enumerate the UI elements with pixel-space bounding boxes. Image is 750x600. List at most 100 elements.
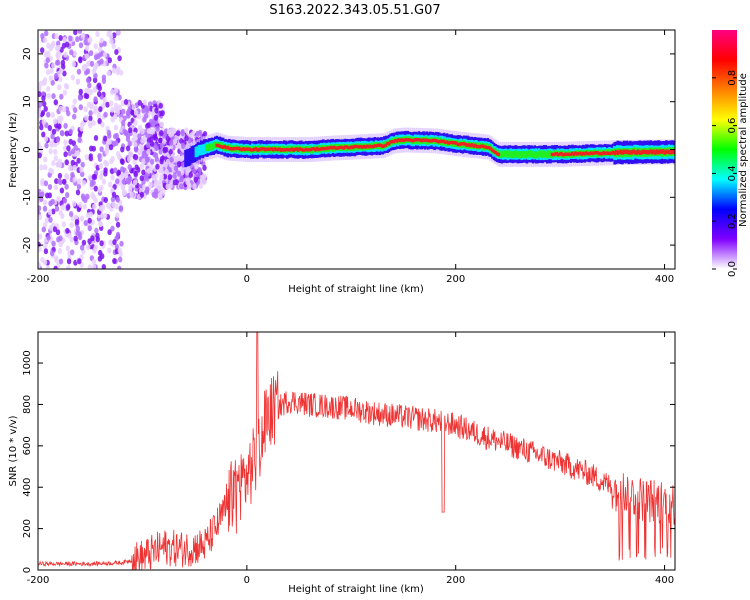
heatmap-noise-cell (168, 161, 174, 168)
heatmap-ridge-cell (188, 148, 192, 166)
snr-ylabel: SNR (10 * v/v) (8, 415, 19, 486)
heatmap-noise-cell (122, 189, 127, 196)
heatmap-noise-cell (131, 104, 136, 111)
heatmap-noise-cell (97, 85, 103, 92)
heatmap-noise-cell (47, 125, 52, 131)
heatmap-noise-cell (38, 145, 44, 152)
heatmap-noise-cell (109, 38, 114, 45)
heatmap-ridge-cell (604, 151, 607, 155)
spectrogram-ytick-label: 10 (22, 95, 33, 108)
heatmap-ridge-cell (580, 152, 584, 156)
heatmap-ridge-cell (248, 147, 251, 151)
heatmap-ridge-cell (350, 145, 353, 149)
heatmap-ridge-cell (555, 152, 558, 156)
heatmap-noise-cell (38, 152, 42, 159)
heatmap-noise-cell (149, 140, 155, 147)
heatmap-noise-cell (93, 185, 99, 192)
heatmap-ridge-cell (436, 139, 439, 144)
heatmap-noise-cell (46, 86, 51, 92)
heatmap-noise-cell (38, 101, 43, 108)
heatmap-noise-cell (85, 77, 91, 84)
heatmap-ridge-cell (383, 144, 386, 148)
heatmap-ridge-cell (534, 151, 537, 159)
heatmap-ridge-cell (605, 151, 609, 155)
heatmap-ridge-cell (523, 151, 526, 158)
heatmap-noise-cell (59, 187, 65, 194)
heatmap-noise-cell (50, 79, 55, 86)
heatmap-ridge-cell (211, 143, 214, 150)
heatmap-noise-cell (192, 183, 197, 190)
heatmap-noise-cell (77, 137, 82, 143)
heatmap-ridge-cell (427, 139, 430, 143)
heatmap-noise-cell (140, 137, 145, 144)
heatmap-noise-cell (42, 221, 48, 228)
heatmap-noise-cell (38, 214, 42, 221)
heatmap-ridge-cell (448, 141, 452, 145)
heatmap-ridge-cell (322, 147, 325, 151)
heatmap-ridge-cell (615, 149, 618, 155)
heatmap-noise-cell (86, 88, 91, 95)
heatmap-ridge-cell (251, 148, 255, 152)
heatmap-ridge-cell (334, 146, 338, 150)
heatmap-ridge-cell (640, 150, 643, 155)
heatmap-noise-cell (56, 50, 61, 57)
heatmap-noise-cell (64, 130, 70, 137)
heatmap-noise-cell (44, 217, 50, 224)
heatmap-ridge-cell (430, 139, 433, 143)
heatmap-ridge-cell (557, 152, 560, 157)
heatmap-noise-cell (42, 100, 47, 107)
heatmap-ridge-cell (489, 147, 493, 151)
heatmap-ridge-cell (431, 138, 435, 142)
heatmap-ridge-cell (527, 150, 531, 157)
colorbar-ticks: 0.0 0.2 0.4 0.6 0.8 (712, 70, 738, 277)
heatmap-noise-cell (62, 37, 67, 43)
heatmap-noise-cell (92, 77, 98, 84)
heatmap-noise-cell (100, 253, 105, 260)
heatmap-noise-cell (66, 258, 72, 265)
heatmap-ridge-cell (281, 148, 284, 152)
heatmap-ridge-cell (668, 150, 671, 155)
heatmap-noise-cell (112, 239, 117, 246)
heatmap-noise-cell (72, 164, 78, 171)
heatmap-ridge-cell (387, 142, 391, 146)
heatmap-ridge-cell (530, 150, 534, 158)
colorbar-tick-label: 0.8 (727, 70, 738, 86)
heatmap-ridge-cell (185, 149, 189, 167)
heatmap-noise-cell (53, 265, 58, 269)
heatmap-noise-cell (94, 62, 99, 69)
heatmap-noise-cell (121, 108, 126, 115)
heatmap-noise-cell (110, 174, 115, 181)
colorbar-tick-label: 0.6 (727, 118, 738, 134)
heatmap-noise-cell (98, 174, 104, 181)
heatmap-ridge-cell (254, 147, 258, 151)
heatmap-ridge-cell (323, 146, 327, 151)
heatmap-noise-cell (67, 150, 73, 157)
heatmap-ridge-cell (190, 146, 194, 164)
heatmap-noise-cell (101, 178, 107, 185)
heatmap-noise-cell (133, 119, 138, 126)
heatmap-noise-cell (90, 192, 95, 198)
heatmap-ridge-cell (286, 147, 289, 152)
heatmap-noise-cell (109, 100, 114, 107)
heatmap-ridge-cell (494, 150, 497, 155)
heatmap-ridge-cell (450, 140, 454, 145)
heatmap-ridge-cell (641, 149, 645, 154)
heatmap-noise-cell (108, 144, 114, 151)
heatmap-ridge-cell (232, 146, 236, 151)
heatmap-ridge-cell (256, 148, 259, 152)
heatmap-ridge-cell (353, 144, 356, 149)
snr-series-line (38, 332, 675, 570)
heatmap-ridge-cell (221, 145, 225, 149)
heatmap-ridge-cell (455, 141, 458, 145)
heatmap-noise-cell (73, 235, 78, 242)
heatmap-noise-cell (50, 198, 55, 205)
heatmap-noise-cell (53, 155, 58, 162)
heatmap-noise-cell (150, 158, 155, 165)
heatmap-noise-cell (55, 161, 60, 168)
heatmap-noise-cell (44, 142, 49, 149)
snr-ytick-label: 600 (22, 436, 33, 455)
heatmap-noise-cell (154, 156, 160, 163)
colorbar: 0.0 0.2 0.4 0.6 0.8 Normalized spectral ampl… (712, 30, 749, 277)
heatmap-ridge-cell (665, 149, 668, 154)
heatmap-ridge-cell (192, 145, 195, 163)
